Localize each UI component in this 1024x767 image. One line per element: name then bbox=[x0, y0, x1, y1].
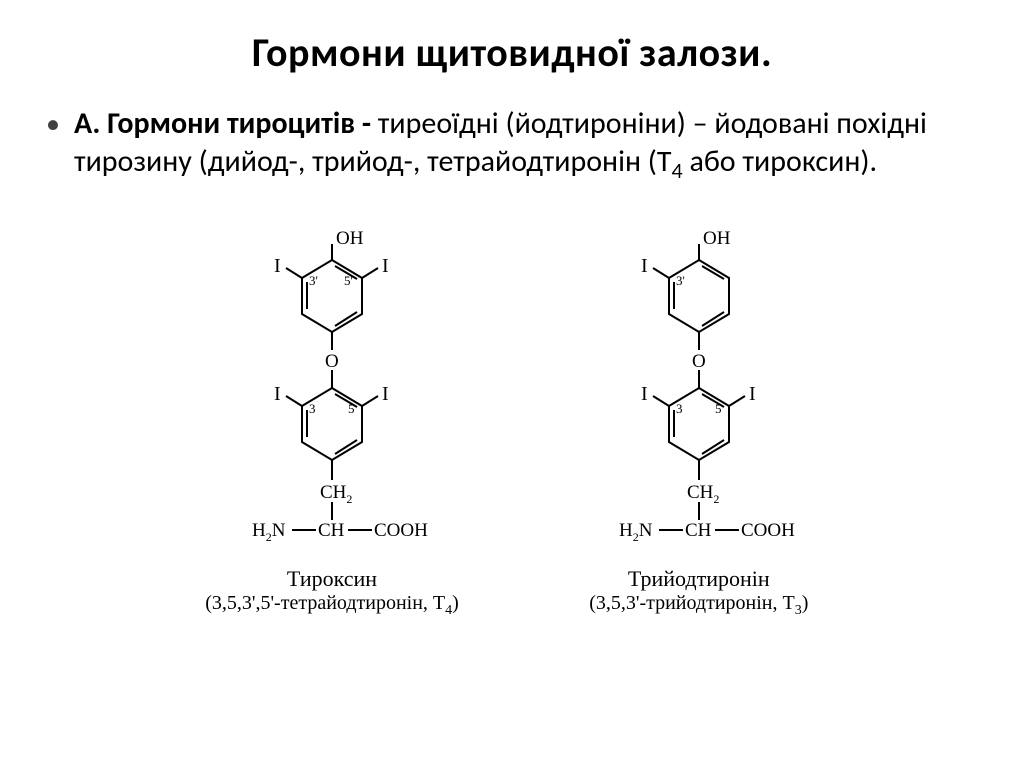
i-bot-left: I bbox=[274, 383, 281, 405]
body-tail: або тироксин). bbox=[683, 143, 877, 180]
svg-text:CH2: CH2 bbox=[687, 482, 719, 506]
i-top-left: I bbox=[274, 255, 281, 277]
body-text-block: • А. Гормони тироцитів - тиреоїдні (йодт… bbox=[40, 105, 984, 190]
pos3p-r: 3' bbox=[676, 273, 685, 288]
pos5-r: 5 bbox=[715, 401, 722, 416]
slide: Гормони щитовидної залози. • А. Гормони … bbox=[0, 0, 1024, 767]
ether-o-r: O bbox=[692, 351, 706, 372]
ch2sub: 2 bbox=[346, 492, 352, 506]
oh-label: OH bbox=[336, 230, 364, 249]
cooh: COOH bbox=[374, 520, 428, 541]
i-top-right: I bbox=[382, 255, 389, 277]
i-bot-right: I bbox=[382, 383, 389, 405]
pos3-r: 3 bbox=[676, 401, 683, 416]
pos5: 5 bbox=[348, 401, 355, 416]
thyroxine-name: Тироксин bbox=[205, 566, 459, 592]
ch2: CH bbox=[320, 482, 347, 503]
lead-bold: А. Гормони тироцитів - bbox=[74, 105, 378, 142]
triiodothyronine-figure: OH I 3' O I I 3 5 bbox=[579, 230, 819, 619]
t3-sub: (3,5,3'-трийодтиронін, T3) bbox=[579, 592, 819, 619]
pos3: 3 bbox=[309, 401, 316, 416]
t3-svg: OH I 3' O I I 3 5 bbox=[579, 230, 819, 560]
thyroxine-figure: OH I I 3' 5' O I bbox=[205, 230, 459, 619]
thyroxine-sub: (3,5,3',5'-тетрайодтиронін, T4) bbox=[205, 592, 459, 619]
pos5p: 5' bbox=[344, 273, 353, 288]
svg-text:H2N: H2N bbox=[619, 520, 653, 544]
body-paragraph: А. Гормони тироцитів - тиреоїдні (йодтир… bbox=[74, 105, 984, 190]
page-title: Гормони щитовидної залози. bbox=[40, 28, 984, 77]
ch: CH bbox=[318, 520, 345, 541]
h2n-h: H bbox=[252, 520, 266, 541]
figures-row: OH I I 3' 5' O I bbox=[40, 230, 984, 619]
i-top-left-r: I bbox=[641, 255, 648, 277]
h2n-n: N bbox=[272, 520, 286, 541]
svg-text:CH2: CH2 bbox=[320, 482, 352, 506]
svg-text:CH: CH bbox=[685, 520, 712, 541]
svg-text:COOH: COOH bbox=[741, 520, 795, 541]
ether-o: O bbox=[325, 351, 339, 372]
i-bot-left-r: I bbox=[641, 383, 648, 405]
bullet-marker: • bbox=[40, 105, 74, 143]
oh-label-r: OH bbox=[703, 230, 731, 249]
thyroxine-svg: OH I I 3' 5' O I bbox=[212, 230, 452, 560]
t4-subscript: 4 bbox=[672, 157, 683, 184]
pos3p: 3' bbox=[309, 273, 318, 288]
svg-text:H2N: H2N bbox=[252, 520, 286, 544]
i-bot-right-r: I bbox=[749, 383, 756, 405]
t3-name: Трийодтиронін bbox=[579, 566, 819, 592]
